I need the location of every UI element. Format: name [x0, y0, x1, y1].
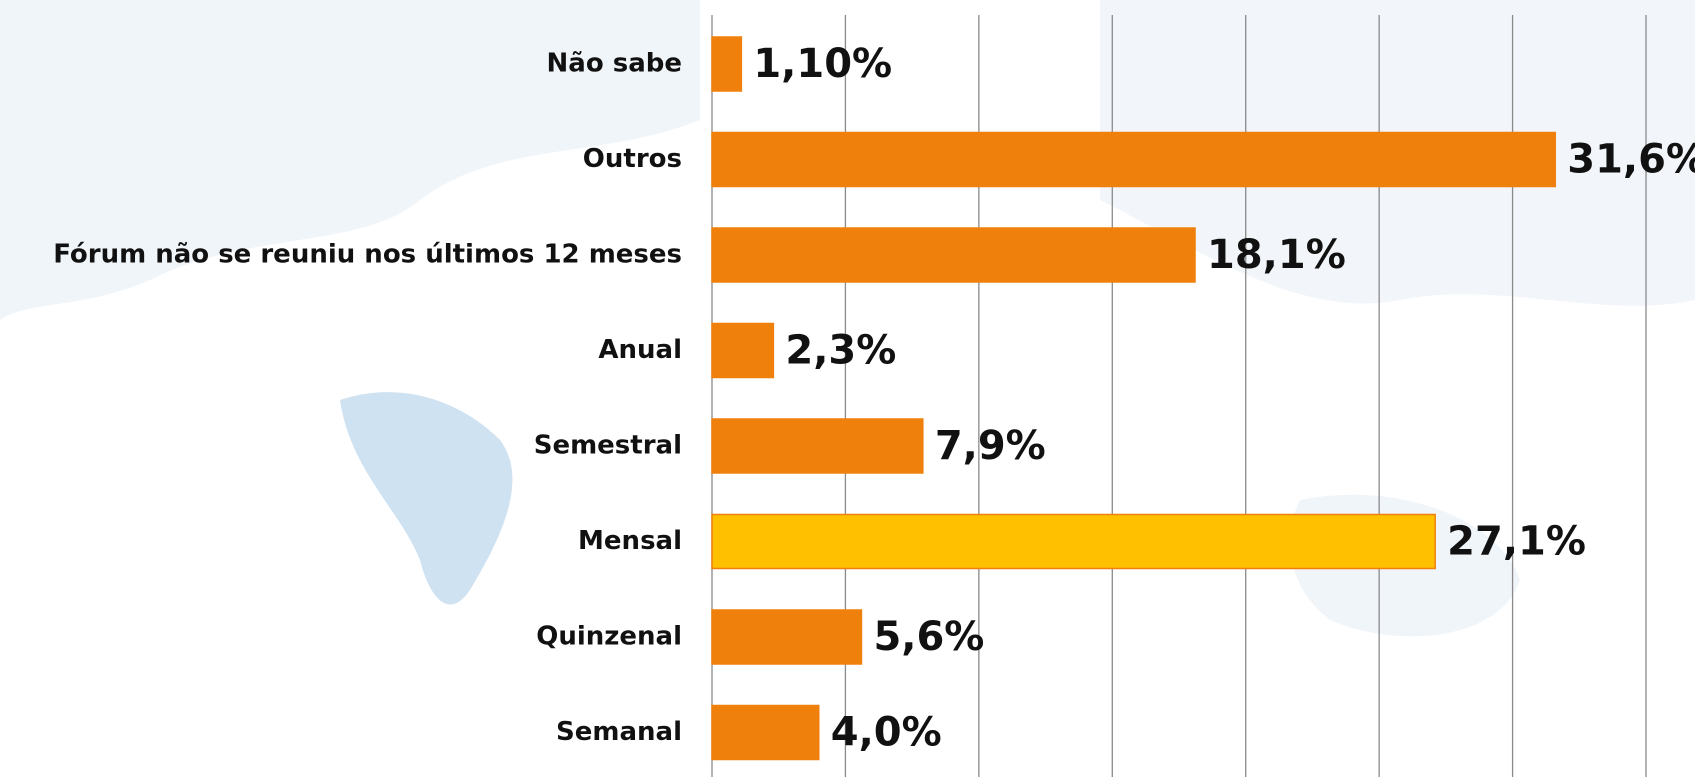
- category-label: Mensal: [578, 526, 682, 556]
- category-label: Semestral: [534, 431, 682, 461]
- category-label: Anual: [598, 335, 682, 365]
- value-label: 18,1%: [1207, 232, 1346, 278]
- bar: [711, 513, 1436, 570]
- category-label: Semanal: [556, 717, 682, 747]
- bar: [711, 609, 863, 665]
- category-label: Não sabe: [547, 49, 682, 79]
- category-label: Outros: [583, 144, 682, 174]
- value-label: 1,10%: [753, 41, 892, 87]
- bar: [711, 36, 743, 92]
- category-label: Fórum não se reuniu nos últimos 12 meses: [53, 240, 682, 270]
- value-label: 7,9%: [935, 423, 1046, 469]
- bar: [711, 418, 924, 474]
- bar: [711, 322, 775, 379]
- bar: [711, 131, 1557, 188]
- category-label: Quinzenal: [536, 622, 682, 652]
- value-label: 31,6%: [1567, 137, 1695, 183]
- value-label: 2,3%: [785, 328, 896, 374]
- bar: [711, 704, 820, 761]
- value-label: 27,1%: [1447, 519, 1586, 565]
- bar: [711, 227, 1196, 283]
- value-label: 5,6%: [873, 614, 984, 660]
- value-label: 4,0%: [831, 710, 942, 756]
